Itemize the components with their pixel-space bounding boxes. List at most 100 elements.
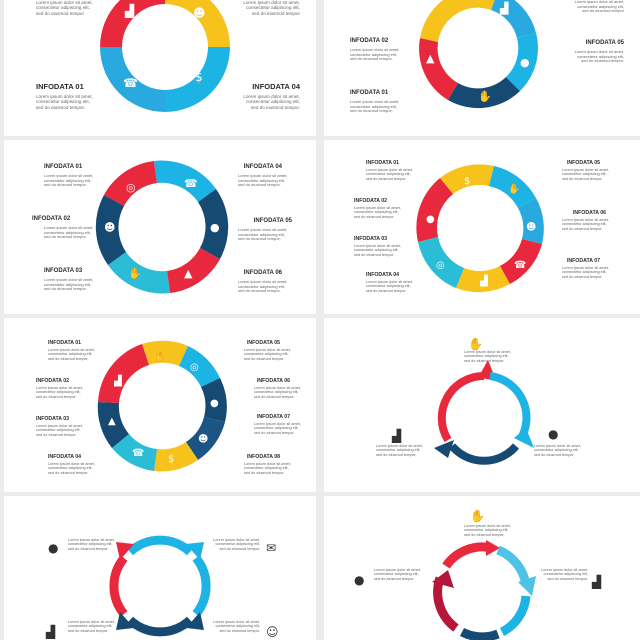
infodata-06-text: Lorem ipsum dolor sit amet, consectetur … (562, 218, 609, 231)
target-icon: ◎ (126, 181, 136, 194)
money-hand-icon: $ (168, 454, 174, 465)
idea-bulb-icon: ● (548, 427, 558, 441)
arc-cyan-right (192, 555, 211, 617)
segment-red (100, 0, 165, 47)
top-text: Lorem ipsum dolor sit amet, consectetur … (464, 350, 511, 363)
idea-bulb-icon: ● (210, 221, 220, 234)
left-text: Lorem ipsum dolor sit amet, consectetur … (374, 568, 421, 581)
infodata-03-text: Lorem ipsum dolor sit amet, consectetur … (44, 277, 94, 292)
infodata-04-title: INFODATA 04 (243, 164, 282, 170)
infodata-03-text: Lorem ipsum dolor sit amet, consectetur … (36, 424, 83, 437)
segment-cyan (100, 47, 165, 112)
chart-icon: ▟ (391, 428, 402, 443)
slide-thumbnail-6[interactable]: ✋ ▟ ● Lorem ipsum dolor sit amet, consec… (324, 318, 640, 492)
infodata-03-title: INFODATA 03 (44, 268, 83, 274)
infodata-04-text: Lorem ipsum dolor sit amet, consectetur … (48, 462, 95, 475)
slide-thumbnail-8[interactable]: ✋ ● ▟ Lorem ipsum dolor sit amet, consec… (324, 496, 640, 640)
handshake-icon: ✋ (478, 90, 492, 103)
segment-navy-right-2 (186, 417, 225, 460)
arrowhead-cyan (514, 428, 534, 448)
idea-bulb-icon: ● (210, 398, 219, 409)
bottom-left-text: Lorem ipsum dolor sit amet, consectetur … (68, 620, 115, 633)
team-icon: ☻ (104, 221, 115, 234)
handshake-icon: ✋ (470, 509, 485, 523)
infodata-02-text: Lorem ipsum dolor sit amet, consectetur … (36, 386, 83, 399)
chart-icon: ▟ (124, 3, 135, 18)
arc-navy (448, 443, 520, 465)
infodata-02-title: INFODATA 02 (32, 216, 71, 222)
slide-thumbnail-1[interactable]: ▟ ☻ ☎ $ INFODATA 01 Lorem ipsum dolor si… (4, 0, 316, 136)
infodata-03-text: Lorem ipsum dolor sit amet, consectetur … (354, 244, 401, 257)
infodata-04-title: INFODATA 04 (48, 454, 82, 460)
segment-teal (112, 434, 157, 471)
idea-bulb-icon: ● (48, 541, 58, 555)
arc-navy-bottom (126, 616, 194, 637)
slide-thumbnail-4[interactable]: $ ✋ ☻ ☎ ▟ ◎ ● INFODATA 01 Lorem ipsum do… (324, 140, 640, 314)
segment-yellow-top (142, 340, 188, 366)
infodata-02-text: Lorem ipsum dolor sit amet, consectetur … (44, 225, 94, 240)
left-text: Lorem ipsum dolor sit amet, consectetur … (376, 444, 423, 457)
infodata-01-text: Lorem ipsum dolor sit amet, consectetur … (48, 348, 95, 361)
infodata-01-text: Lorem ipsum dolor sit amet, consectetur … (44, 173, 94, 188)
segment-red-bottom (167, 248, 220, 293)
infodata-01-text: Lorem ipsum dolor sit amet, consectetur … (350, 99, 400, 114)
slide-thumbnail-5[interactable]: ✋ ◎ ▟ ● ▲ ☻ ☎ $ INFODATA 01 Lorem ipsum … (4, 318, 316, 492)
right-text: Lorem ipsum dolor sit amet, consectetur … (541, 568, 588, 581)
arrowhead-red (486, 540, 500, 556)
infodata-top-left-text: Lorem ipsum dolor sit amet, consectetur … (36, 0, 93, 16)
slide-thumbnail-2[interactable]: ▲ ▟ ● ✋ INFODATA 02 Lorem ipsum dolor si… (324, 0, 640, 136)
infodata-04-text: Lorem ipsum dolor sit amet, consectetur … (366, 280, 413, 293)
infodata-07-text: Lorem ipsum dolor sit amet, consectetur … (254, 422, 301, 435)
infodata-04-title: INFODATA 04 (252, 82, 300, 91)
arrowhead-lightblue (518, 576, 536, 596)
top-text: Lorem ipsum dolor sit amet, consectetur … (464, 524, 511, 537)
segment-red (98, 344, 149, 403)
handshake-icon: ✋ (468, 337, 483, 351)
segment-cyan (179, 346, 220, 387)
chart-icon: ▟ (479, 274, 488, 287)
infodata-05-title: INFODATA 05 (246, 340, 280, 346)
infodata-04-text: Lorem ipsum dolor sit amet, consectetur … (243, 94, 300, 110)
segment-yellow (420, 0, 495, 42)
infodata-01-title: INFODATA 01 (366, 160, 400, 166)
segment-teal (418, 237, 464, 288)
phone-icon: ☎ (123, 76, 138, 90)
arrowhead-navy (434, 440, 454, 458)
infodata-top-right-text: Lorem ipsum dolor sit amet, consectetur … (574, 0, 624, 14)
arrowhead-topleft (116, 542, 134, 560)
infodata-03-title: INFODATA 03 (354, 236, 388, 242)
segment-blue (165, 47, 230, 112)
cycle-diagram-7: $ ✋ ☻ ☎ ▟ ◎ ● (416, 164, 544, 293)
rocket-icon: ▲ (184, 267, 193, 280)
right-text: Lorem ipsum dolor sit amet, consectetur … (534, 444, 581, 457)
slide-thumbnail-7[interactable]: ● ✉ ▟ ☺ Lorem ipsum dolor sit amet, cons… (4, 496, 316, 640)
rocket-icon: ▲ (426, 52, 435, 65)
segment-red (419, 38, 458, 100)
infodata-03-title: INFODATA 03 (36, 416, 70, 422)
handshake-icon: ✋ (154, 350, 166, 363)
infodata-04-title: INFODATA 04 (366, 272, 400, 278)
infodata-06-title: INFODATA 06 (256, 378, 290, 384)
infodata-01-title: INFODATA 01 (44, 164, 83, 170)
arc-blue (499, 595, 531, 637)
infodata-01-text: Lorem ipsum dolor sit amet, consectetur … (366, 168, 413, 181)
arc-navy (459, 627, 500, 640)
infodata-01-title: INFODATA 01 (36, 82, 84, 91)
segment-yellow-top (440, 164, 494, 194)
infodata-05-title: INFODATA 05 (566, 160, 600, 166)
phone-icon: ☎ (132, 448, 144, 459)
money-hand-icon: $ (464, 176, 470, 187)
top-left-text: Lorem ipsum dolor sit amet, consectetur … (68, 538, 115, 551)
slide-thumbnail-3[interactable]: ◎ ☎ ☻ ● ▲ ✋ INFODATA 01 Lorem ipsum dolo… (4, 140, 316, 314)
segment-teal (108, 252, 170, 294)
segment-yellow-bottom (456, 266, 510, 293)
cycle-diagram-6: ◎ ☎ ☻ ● ▲ ✋ (95, 160, 229, 294)
infodata-02-title: INFODATA 02 (36, 378, 70, 384)
infodata-05-text: Lorem ipsum dolor sit amet, consectetur … (244, 348, 291, 361)
infodata-05-text: Lorem ipsum dolor sit amet, consectetur … (238, 227, 288, 242)
infodata-02-text: Lorem ipsum dolor sit amet, consectetur … (350, 47, 400, 62)
segment-navy-right-1 (201, 378, 227, 422)
infodata-05-text: Lorem ipsum dolor sit amet, consectetur … (562, 168, 609, 181)
segment-navy-left (97, 402, 129, 448)
